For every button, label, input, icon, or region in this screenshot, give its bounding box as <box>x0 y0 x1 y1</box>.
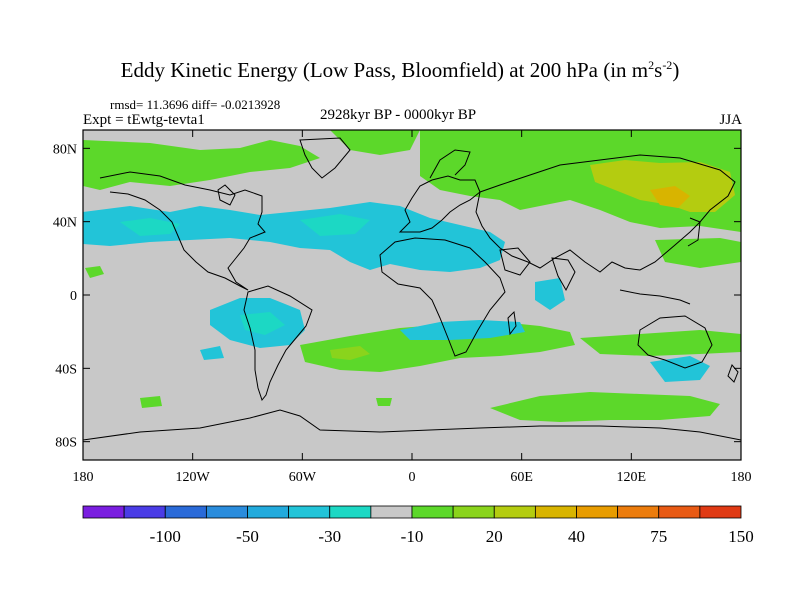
coast-europe <box>398 175 481 233</box>
colorbar-swatch <box>205 505 248 519</box>
coast-madagascar <box>507 310 517 336</box>
colorbar-swatch <box>82 505 125 519</box>
coast-new-zealand <box>727 364 739 383</box>
contour-siberia-yellowgreen <box>590 160 735 212</box>
contour-small-green-2 <box>140 396 162 408</box>
colorbar-label: 40 <box>568 527 585 546</box>
colorbar-swatch <box>534 505 577 519</box>
colorbar-label: 20 <box>486 527 503 546</box>
lat-tick-label: 0 <box>70 289 77 304</box>
lat-tick-label: 40N <box>53 216 77 231</box>
coast-scandinavia <box>429 149 471 179</box>
map-plot <box>82 129 742 461</box>
lon-tick-label: 180 <box>731 470 752 485</box>
lat-tick-label: 80N <box>53 142 77 157</box>
colorbar-swatch <box>658 505 701 519</box>
contour-npacific-green <box>655 238 741 268</box>
coast-australia <box>637 315 713 369</box>
contour-indian-cyan-small <box>535 278 565 310</box>
coast-greenland <box>299 137 351 179</box>
contour-nh-cyan-core-2 <box>300 214 370 236</box>
coast-japan <box>687 217 701 247</box>
colorbar-swatch <box>493 505 536 519</box>
coast-asia <box>475 154 736 273</box>
colorbar-swatch <box>329 505 372 519</box>
axis-ticks: 80N 40N 0 40S 80S 180 120W 60W 0 60E 120E 180 <box>53 130 752 485</box>
lon-tick-label: 120W <box>176 470 211 485</box>
colorbar-swatch <box>452 505 495 519</box>
contour-small-cyan-1 <box>200 346 224 360</box>
contour-southern-ocean-green <box>490 392 720 422</box>
colorbar-swatch <box>288 505 331 519</box>
colorbar-swatch <box>123 505 166 519</box>
contour-sh-cyan-core <box>240 312 285 335</box>
lat-tick-label: 80S <box>55 436 77 451</box>
coast-hudson-bay <box>217 184 236 206</box>
colorbar-label: -100 <box>150 527 181 546</box>
experiment-label: Expt = tEwtg-tevta1 <box>83 112 205 128</box>
colorbar-swatch <box>411 505 454 519</box>
lon-tick-label: 60E <box>510 470 533 485</box>
coast-india <box>551 257 576 292</box>
period-label: 2928kyr BP - 0000kyr BP <box>320 107 477 123</box>
coast-north-america <box>99 171 266 291</box>
colorbar-swatch <box>247 505 290 519</box>
lon-tick-label: 0 <box>409 470 416 485</box>
chart-title: Eddy Kinetic Energy (Low Pass, Bloomfiel… <box>120 58 680 82</box>
lat-tick-label: 40S <box>55 362 77 377</box>
colorbar-swatch <box>617 505 660 519</box>
contour-australia-cyan <box>650 356 710 382</box>
coast-africa <box>379 237 506 357</box>
colorbar-swatch <box>164 505 207 519</box>
contour-sh-band-yellowgreen <box>330 346 370 360</box>
contour-nh-cyan-band <box>83 202 505 272</box>
colorbar: -100 -50 -30 -10 20 40 75 150 <box>82 505 754 546</box>
colorbar-swatch <box>699 505 742 519</box>
lon-tick-label: 120E <box>617 470 647 485</box>
stats-text: rmsd= 11.3696 diff= -0.0213928 <box>110 97 281 112</box>
contour-okhotsk-yellow <box>650 186 690 208</box>
coast-arabia <box>499 247 531 276</box>
lon-tick-label: 180 <box>73 470 94 485</box>
colorbar-label: -30 <box>318 527 341 546</box>
season-label: JJA <box>719 112 742 128</box>
contour-arctic-west-green <box>83 140 320 190</box>
contour-south-atlantic-cyan <box>400 320 525 340</box>
contour-greenland-green <box>330 130 420 155</box>
colorbar-label: -10 <box>401 527 424 546</box>
contour-small-green-3 <box>376 398 392 406</box>
contour-fills <box>83 130 741 422</box>
colorbar-label: 150 <box>728 527 754 546</box>
colorbar-swatch <box>370 505 413 519</box>
coast-indonesia <box>619 289 691 305</box>
contour-small-green-1 <box>85 266 104 278</box>
contour-indian-ocean-green <box>580 330 741 356</box>
coastlines <box>83 137 741 441</box>
coast-south-america <box>243 285 313 402</box>
coast-antarctica <box>83 409 741 441</box>
colorbar-swatch <box>576 505 619 519</box>
lon-tick-label: 60W <box>289 470 317 485</box>
contour-nh-cyan-core-1 <box>120 218 180 236</box>
colorbar-label: 75 <box>650 527 667 546</box>
colorbar-label: -50 <box>236 527 259 546</box>
contour-arctic-eurasia-green <box>420 130 741 232</box>
